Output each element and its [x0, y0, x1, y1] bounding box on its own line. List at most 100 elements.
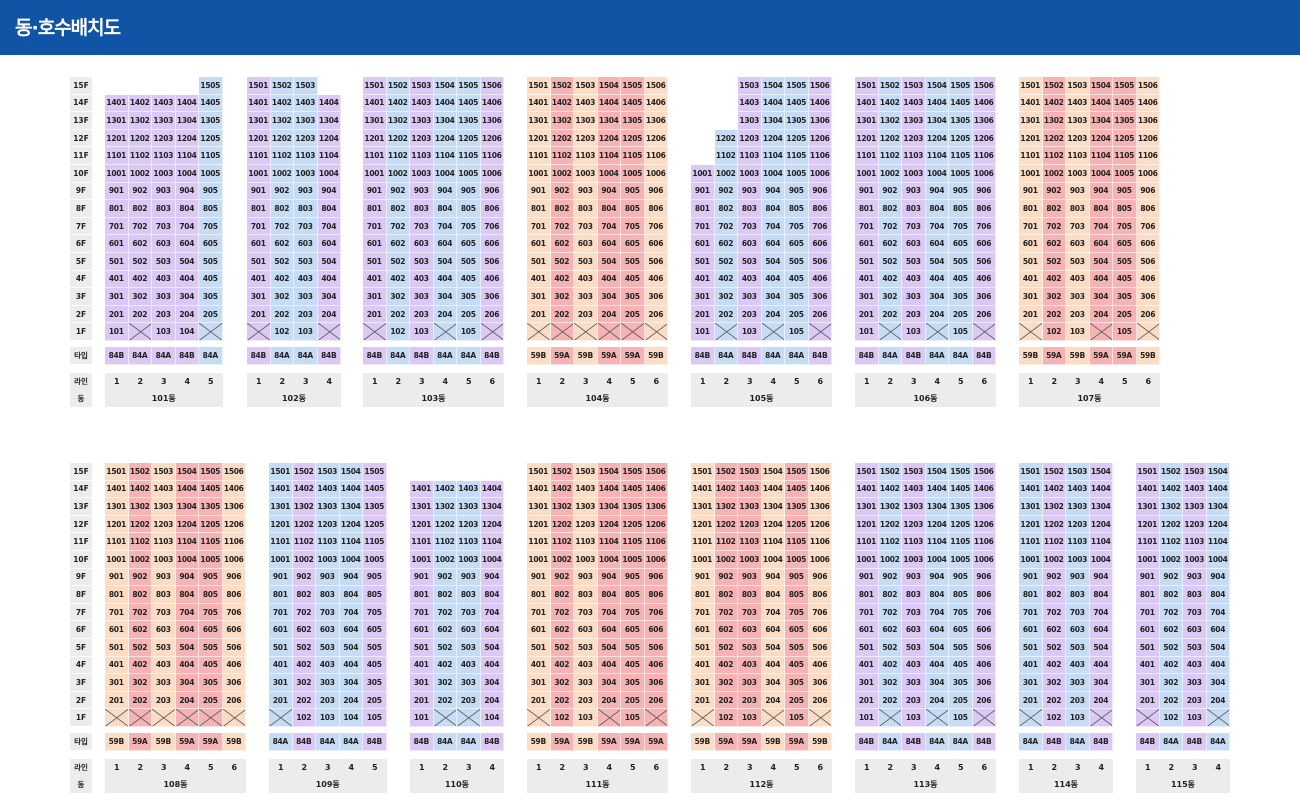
unit-cell[interactable]: 503 [738, 253, 762, 271]
unit-cell[interactable]: 1406 [972, 94, 996, 113]
unit-cell[interactable]: 1205 [199, 129, 223, 148]
unit-cell[interactable]: 1302 [128, 112, 152, 130]
unit-cell[interactable]: 1203 [574, 129, 598, 148]
unit-cell[interactable]: 1004 [480, 551, 504, 569]
unit-cell[interactable]: 1506 [972, 463, 996, 481]
unit-cell[interactable]: 1104 [480, 533, 504, 551]
unit-cell[interactable]: 1101 [105, 533, 129, 551]
unit-cell[interactable]: 203 [1183, 691, 1207, 710]
unit-cell[interactable]: 804 [925, 200, 949, 218]
unit-cell[interactable]: 1303 [902, 112, 926, 130]
unit-cell[interactable]: 905 [785, 182, 809, 201]
unit-cell[interactable]: 401 [1019, 656, 1043, 675]
unit-cell[interactable]: 401 [691, 656, 715, 675]
unit-cell[interactable]: 1203 [410, 129, 434, 148]
unit-cell[interactable]: 1102 [386, 147, 410, 165]
unit-cell[interactable]: 206 [972, 305, 996, 324]
unit-cell[interactable]: 802 [128, 586, 152, 604]
unit-cell[interactable]: 902 [386, 182, 410, 201]
unit-cell[interactable]: 1504 [1089, 463, 1113, 481]
unit-cell[interactable]: 1303 [316, 498, 340, 516]
unit-cell[interactable]: 503 [152, 639, 176, 657]
unit-cell[interactable]: 105 [949, 323, 973, 341]
unit-cell[interactable]: 306 [1136, 288, 1160, 306]
unit-cell[interactable]: 1101 [691, 533, 715, 551]
unit-cell[interactable]: 1404 [175, 480, 199, 499]
unit-cell[interactable]: 1402 [714, 480, 738, 499]
unit-cell[interactable]: 402 [433, 656, 457, 675]
unit-cell[interactable]: 304 [1089, 674, 1113, 692]
unit-cell[interactable]: 1402 [433, 480, 457, 499]
unit-cell[interactable]: 502 [878, 253, 902, 271]
unit-cell[interactable]: 1104 [761, 147, 785, 165]
unit-cell[interactable]: 604 [1089, 235, 1113, 253]
unit-cell[interactable]: 903 [574, 568, 598, 587]
unit-cell[interactable]: 703 [152, 217, 176, 236]
unit-cell[interactable]: 301 [105, 674, 129, 692]
unit-cell[interactable]: 1303 [738, 498, 762, 516]
unit-cell[interactable]: 1006 [808, 551, 832, 569]
unit-cell[interactable]: 402 [714, 656, 738, 675]
unit-cell[interactable]: 1304 [175, 498, 199, 516]
unit-cell[interactable]: 1501 [269, 463, 293, 481]
unit-cell[interactable]: 204 [925, 691, 949, 710]
unit-cell[interactable]: 1001 [1019, 165, 1043, 183]
unit-cell[interactable]: 404 [480, 656, 504, 675]
unit-cell[interactable]: 705 [1113, 217, 1137, 236]
building-name[interactable]: 113동 [913, 780, 938, 789]
unit-cell[interactable]: 802 [128, 200, 152, 218]
unit-cell[interactable]: 1203 [294, 129, 318, 148]
unit-cell[interactable]: 1104 [1206, 533, 1230, 551]
unit-cell[interactable]: 1101 [1019, 147, 1043, 165]
unit-cell[interactable]: 702 [433, 603, 457, 622]
unit-cell[interactable]: 801 [105, 586, 129, 604]
unit-cell[interactable]: 905 [199, 182, 223, 201]
unit-cell[interactable]: 205 [199, 305, 223, 324]
unit-cell[interactable]: 205 [363, 691, 387, 710]
unit-cell[interactable]: 1006 [1136, 165, 1160, 183]
unit-cell[interactable]: 1306 [972, 498, 996, 516]
unit-cell[interactable]: 302 [128, 288, 152, 306]
unit-cell[interactable]: 506 [808, 639, 832, 657]
unit-cell[interactable]: 503 [1183, 639, 1207, 657]
unit-cell[interactable]: 602 [386, 235, 410, 253]
unit-cell[interactable]: 801 [691, 586, 715, 604]
unit-cell[interactable]: 803 [316, 586, 340, 604]
unit-cell[interactable]: 602 [128, 621, 152, 639]
unit-cell[interactable]: 502 [292, 639, 316, 657]
unit-cell[interactable]: 705 [949, 603, 973, 622]
unit-cell[interactable]: 604 [597, 235, 621, 253]
unit-cell[interactable]: 103 [902, 323, 926, 341]
unit-cell[interactable]: 904 [433, 182, 457, 201]
unit-cell[interactable]: 301 [363, 288, 387, 306]
unit-cell[interactable]: 204 [175, 305, 199, 324]
unit-cell[interactable]: 503 [457, 639, 481, 657]
unit-cell[interactable]: 404 [1089, 656, 1113, 675]
unit-cell[interactable]: 805 [1113, 200, 1137, 218]
unit-cell[interactable]: 1303 [1066, 112, 1090, 130]
unit-cell[interactable]: 805 [363, 586, 387, 604]
unit-cell[interactable]: 401 [247, 270, 271, 289]
unit-cell[interactable]: 406 [644, 656, 668, 675]
unit-cell[interactable]: 403 [1066, 270, 1090, 289]
unit-cell[interactable]: 1305 [199, 112, 223, 130]
unit-cell[interactable]: 203 [574, 691, 598, 710]
unit-cell[interactable]: 1506 [972, 77, 996, 95]
unit-cell[interactable]: 702 [550, 217, 574, 236]
unit-cell[interactable]: 203 [1066, 305, 1090, 324]
unit-cell[interactable]: 1003 [152, 551, 176, 569]
unit-cell[interactable]: 606 [222, 621, 246, 639]
unit-cell[interactable]: 503 [574, 639, 598, 657]
unit-cell[interactable]: 1101 [363, 147, 387, 165]
unit-cell[interactable]: 1401 [363, 94, 387, 113]
unit-cell[interactable]: 705 [199, 603, 223, 622]
unit-cell[interactable]: 1206 [972, 515, 996, 534]
unit-cell[interactable]: 1304 [1089, 498, 1113, 516]
unit-cell[interactable]: 304 [597, 288, 621, 306]
unit-cell[interactable]: 706 [808, 603, 832, 622]
unit-cell[interactable]: 205 [621, 691, 645, 710]
unit-cell[interactable]: 1105 [785, 147, 809, 165]
unit-cell[interactable]: 1503 [316, 463, 340, 481]
unit-cell[interactable]: 1303 [574, 112, 598, 130]
unit-cell[interactable]: 403 [152, 270, 176, 289]
